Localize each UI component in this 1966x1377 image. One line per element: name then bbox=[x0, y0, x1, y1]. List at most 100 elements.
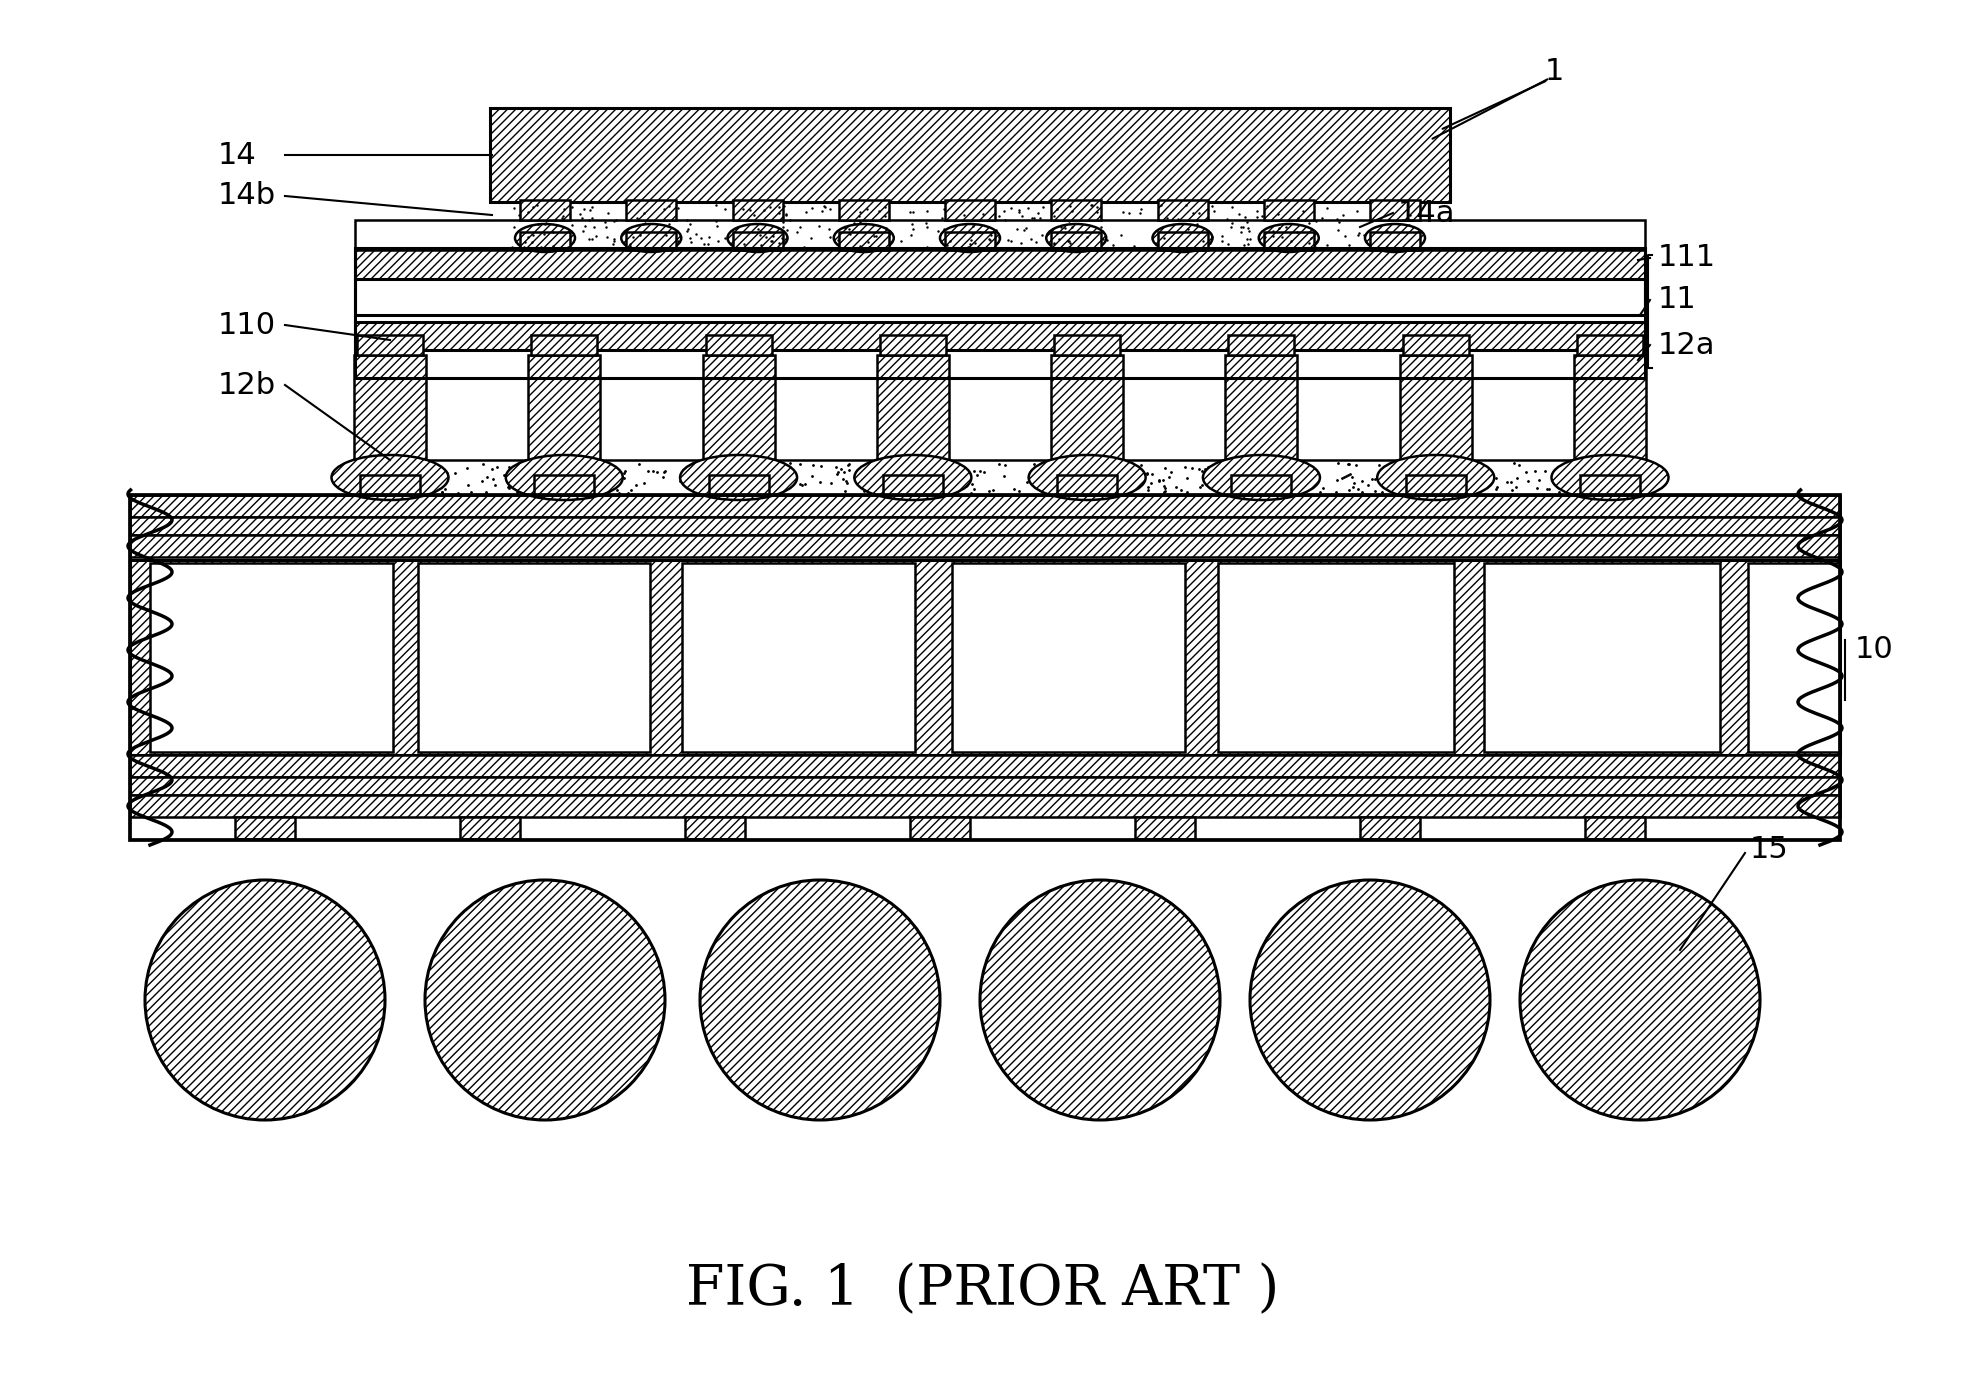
Bar bbox=[1054, 335, 1121, 355]
Bar bbox=[519, 200, 570, 220]
Text: 14b: 14b bbox=[218, 182, 275, 211]
Bar bbox=[1575, 355, 1646, 460]
Ellipse shape bbox=[515, 224, 574, 252]
Bar bbox=[130, 516, 1840, 536]
Bar bbox=[354, 355, 427, 460]
Bar bbox=[130, 777, 1840, 795]
Ellipse shape bbox=[1250, 880, 1490, 1120]
Bar bbox=[356, 220, 1646, 251]
Ellipse shape bbox=[940, 224, 1001, 252]
Bar bbox=[1402, 335, 1469, 355]
Bar bbox=[1264, 200, 1313, 220]
Bar bbox=[1058, 475, 1117, 494]
Bar bbox=[130, 494, 1840, 516]
Text: FIG. 1  (PRIOR ART ): FIG. 1 (PRIOR ART ) bbox=[686, 1263, 1280, 1318]
Bar bbox=[1748, 563, 1840, 752]
Bar bbox=[130, 494, 1840, 840]
Bar bbox=[356, 280, 1646, 315]
Bar bbox=[529, 355, 600, 460]
Bar bbox=[535, 475, 594, 494]
Text: 11: 11 bbox=[1657, 285, 1697, 314]
Bar bbox=[519, 231, 570, 251]
Ellipse shape bbox=[1028, 454, 1146, 500]
Bar bbox=[1370, 200, 1419, 220]
Text: 10: 10 bbox=[1856, 636, 1893, 665]
Bar bbox=[883, 475, 944, 494]
Ellipse shape bbox=[1203, 454, 1319, 500]
Bar bbox=[910, 817, 969, 839]
Ellipse shape bbox=[1046, 224, 1107, 252]
Bar bbox=[946, 231, 995, 251]
Ellipse shape bbox=[1364, 224, 1425, 252]
Bar bbox=[356, 460, 1646, 494]
Bar bbox=[130, 560, 1840, 755]
Bar bbox=[706, 335, 771, 355]
Ellipse shape bbox=[1551, 454, 1669, 500]
Ellipse shape bbox=[979, 880, 1221, 1120]
Text: 110: 110 bbox=[218, 310, 275, 340]
Bar bbox=[682, 563, 914, 752]
Bar bbox=[360, 475, 421, 494]
Ellipse shape bbox=[1258, 224, 1319, 252]
Ellipse shape bbox=[1152, 224, 1213, 252]
Ellipse shape bbox=[834, 224, 895, 252]
Bar bbox=[1406, 475, 1467, 494]
Bar bbox=[1052, 200, 1101, 220]
Ellipse shape bbox=[680, 454, 796, 500]
Text: 14a: 14a bbox=[1398, 198, 1455, 227]
Bar bbox=[149, 563, 393, 752]
Bar bbox=[1577, 335, 1644, 355]
Bar bbox=[1231, 475, 1292, 494]
Ellipse shape bbox=[621, 224, 682, 252]
Bar bbox=[702, 355, 775, 460]
Bar bbox=[1360, 817, 1419, 839]
Bar bbox=[627, 231, 676, 251]
Bar bbox=[531, 335, 598, 355]
Bar bbox=[877, 355, 950, 460]
Ellipse shape bbox=[855, 454, 971, 500]
Bar bbox=[1370, 231, 1419, 251]
Bar bbox=[356, 248, 1646, 379]
Bar bbox=[130, 536, 1840, 558]
Bar bbox=[419, 563, 651, 752]
Ellipse shape bbox=[727, 224, 788, 252]
Text: 12a: 12a bbox=[1657, 330, 1716, 359]
Bar bbox=[1400, 355, 1473, 460]
Ellipse shape bbox=[505, 454, 623, 500]
Bar bbox=[733, 231, 782, 251]
Bar bbox=[356, 322, 1646, 350]
Bar bbox=[1158, 231, 1207, 251]
Bar bbox=[946, 200, 995, 220]
Bar bbox=[1052, 355, 1123, 460]
Bar bbox=[627, 200, 676, 220]
Bar bbox=[839, 200, 889, 220]
Bar bbox=[490, 107, 1451, 202]
Ellipse shape bbox=[1520, 880, 1760, 1120]
Bar bbox=[356, 248, 1646, 280]
Bar bbox=[1484, 563, 1720, 752]
Text: 1: 1 bbox=[1545, 58, 1565, 87]
Bar bbox=[1219, 563, 1455, 752]
Bar bbox=[952, 563, 1185, 752]
Bar bbox=[684, 817, 745, 839]
Ellipse shape bbox=[700, 880, 940, 1120]
Bar bbox=[881, 335, 946, 355]
Text: 15: 15 bbox=[1750, 836, 1789, 865]
Bar bbox=[733, 200, 782, 220]
Bar bbox=[236, 817, 295, 839]
Bar bbox=[1264, 231, 1313, 251]
Bar bbox=[1585, 817, 1646, 839]
Bar bbox=[1229, 335, 1294, 355]
Bar bbox=[708, 475, 769, 494]
Bar bbox=[358, 335, 423, 355]
Text: 12b: 12b bbox=[218, 370, 275, 399]
Bar bbox=[1052, 231, 1101, 251]
Ellipse shape bbox=[332, 454, 448, 500]
Ellipse shape bbox=[1378, 454, 1494, 500]
Bar bbox=[1225, 355, 1298, 460]
Bar bbox=[1581, 475, 1640, 494]
Ellipse shape bbox=[425, 880, 665, 1120]
Text: 111: 111 bbox=[1657, 244, 1716, 273]
Bar bbox=[130, 795, 1840, 817]
Bar bbox=[130, 755, 1840, 777]
